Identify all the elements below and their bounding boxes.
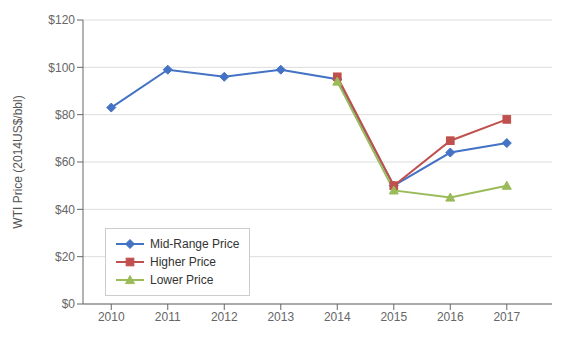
- html-text:Higher Price: Higher Price: [150, 255, 216, 269]
- html-text:Mid-Range Price: Mid-Range Price: [150, 237, 240, 251]
- svg-text:$80: $80: [55, 108, 75, 122]
- svg-text:$40: $40: [55, 203, 75, 217]
- svg-text:$100: $100: [48, 61, 75, 75]
- svg-text:2012: 2012: [211, 310, 238, 324]
- svg-text:$60: $60: [55, 155, 75, 169]
- svg-text:2015: 2015: [380, 310, 407, 324]
- svg-text:$20: $20: [55, 250, 75, 264]
- svg-text:2013: 2013: [267, 310, 294, 324]
- svg-text:WTI Price (2014US$/bbl): WTI Price (2014US$/bbl): [11, 95, 25, 228]
- svg-text:2010: 2010: [98, 310, 125, 324]
- svg-text:$0: $0: [62, 297, 76, 311]
- svg-text:2014: 2014: [324, 310, 351, 324]
- svg-text:2017: 2017: [493, 310, 520, 324]
- svg-text:$120: $120: [48, 13, 75, 27]
- svg-text:2016: 2016: [437, 310, 464, 324]
- svg-text:2011: 2011: [155, 310, 181, 324]
- html-text:Lower Price: Lower Price: [150, 273, 214, 287]
